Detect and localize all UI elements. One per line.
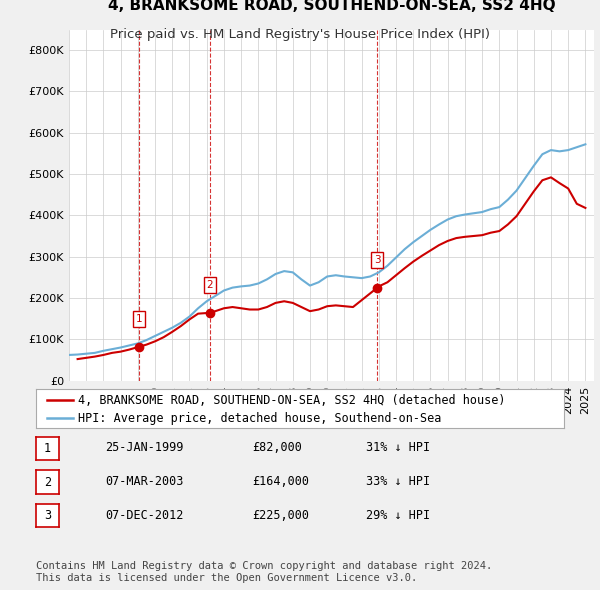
Text: 25-JAN-1999: 25-JAN-1999 [105,441,184,454]
Text: 1: 1 [44,442,51,455]
Text: Price paid vs. HM Land Registry's House Price Index (HPI): Price paid vs. HM Land Registry's House … [110,28,490,41]
Title: 4, BRANKSOME ROAD, SOUTHEND-ON-SEA, SS2 4HQ: 4, BRANKSOME ROAD, SOUTHEND-ON-SEA, SS2 … [107,0,556,13]
Text: 2: 2 [206,280,213,290]
Text: 31% ↓ HPI: 31% ↓ HPI [366,441,430,454]
Text: 4, BRANKSOME ROAD, SOUTHEND-ON-SEA, SS2 4HQ (detached house): 4, BRANKSOME ROAD, SOUTHEND-ON-SEA, SS2 … [78,394,506,407]
Text: 29% ↓ HPI: 29% ↓ HPI [366,509,430,522]
Text: 07-MAR-2003: 07-MAR-2003 [105,475,184,488]
Text: £82,000: £82,000 [252,441,302,454]
Text: Contains HM Land Registry data © Crown copyright and database right 2024.
This d: Contains HM Land Registry data © Crown c… [36,561,492,583]
Text: 1: 1 [136,314,143,324]
Text: £164,000: £164,000 [252,475,309,488]
Text: 07-DEC-2012: 07-DEC-2012 [105,509,184,522]
Text: 33% ↓ HPI: 33% ↓ HPI [366,475,430,488]
Text: 3: 3 [374,255,381,265]
Text: 3: 3 [44,509,51,522]
Text: £225,000: £225,000 [252,509,309,522]
Text: HPI: Average price, detached house, Southend-on-Sea: HPI: Average price, detached house, Sout… [78,412,442,425]
Text: 2: 2 [44,476,51,489]
